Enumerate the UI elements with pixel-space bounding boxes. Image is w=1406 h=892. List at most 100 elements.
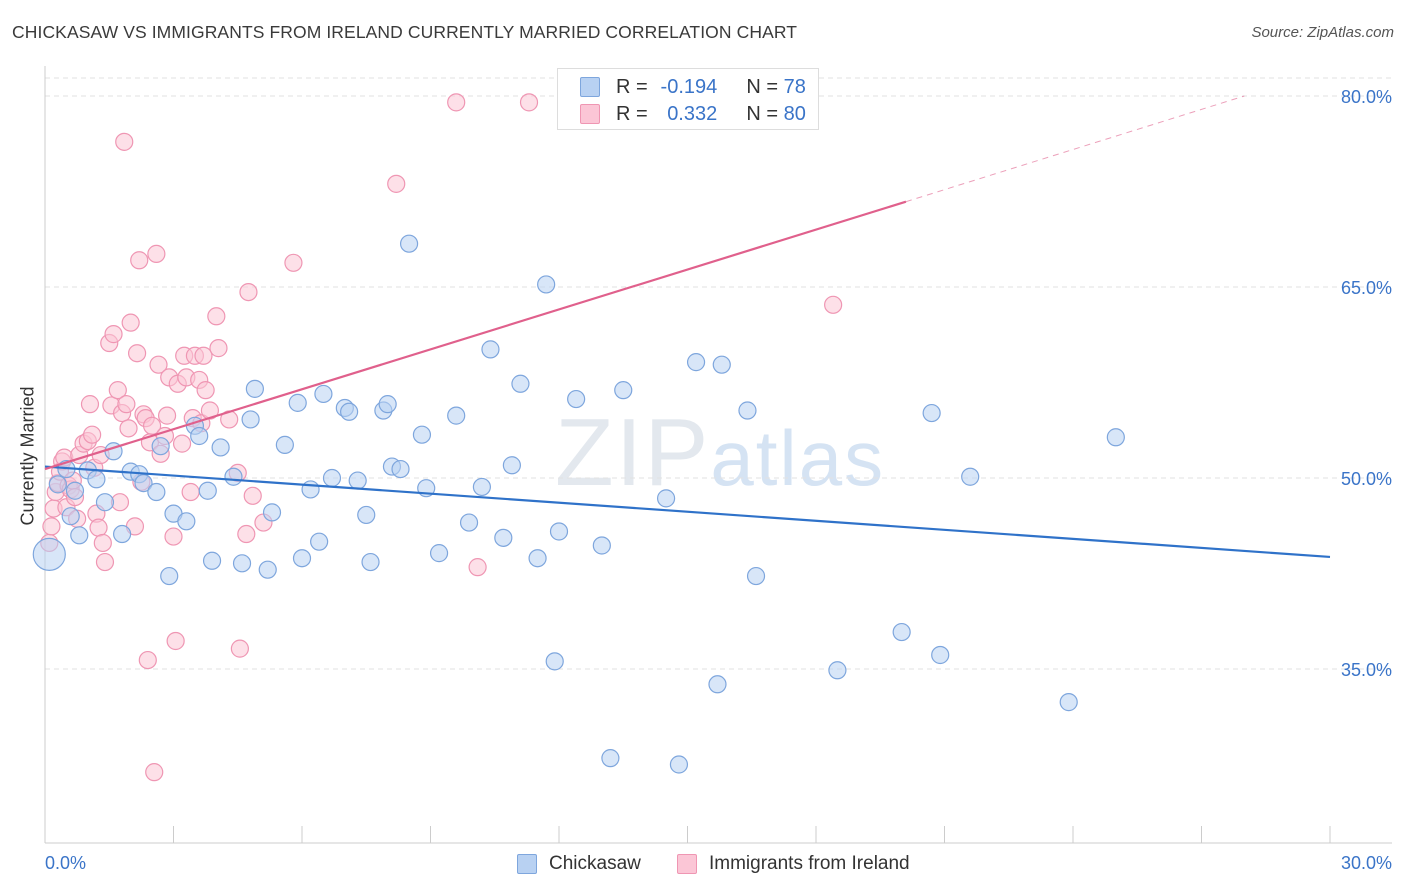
point-chickasaw <box>232 554 252 573</box>
point-ireland <box>119 419 138 438</box>
point-chickasaw <box>686 353 706 372</box>
point-chickasaw <box>412 425 432 444</box>
chart-title: CHICKASAW VS IMMIGRANTS FROM IRELAND CUR… <box>12 22 798 42</box>
point-chickasaw <box>708 675 727 694</box>
trendline-ireland-extension <box>905 95 1245 203</box>
point-ireland <box>108 381 127 400</box>
point-chickasaw <box>892 622 911 642</box>
point-ireland <box>115 132 134 151</box>
point-chickasaw <box>211 438 230 457</box>
point-ireland <box>138 650 157 670</box>
bottom-legend-label-chickasaw: Chickasaw <box>549 853 641 874</box>
point-ireland <box>387 174 406 193</box>
point-chickasaw <box>258 560 277 579</box>
point-chickasaw <box>292 549 312 568</box>
legend-r-value-chickasaw: -0.194 <box>660 75 718 98</box>
point-chickasaw <box>511 374 530 393</box>
point-ireland <box>194 346 213 365</box>
watermark-atlas: atlas <box>710 414 886 502</box>
point-chickasaw <box>65 481 85 500</box>
point-chickasaw <box>348 471 367 490</box>
point-chickasaw <box>314 384 333 404</box>
point-ireland <box>121 313 140 332</box>
point-ireland <box>447 93 466 112</box>
point-chickasaw <box>931 645 950 665</box>
point-ireland <box>89 518 108 537</box>
point-chickasaw <box>656 489 676 508</box>
point-chickasaw <box>481 340 500 359</box>
point-chickasaw <box>241 410 260 429</box>
point-chickasaw <box>545 652 564 671</box>
point-chickasaw <box>1106 428 1125 447</box>
point-ireland <box>127 344 147 363</box>
point-chickasaw <box>549 522 569 541</box>
trendline-chickasaw <box>44 465 1331 559</box>
point-chickasaw <box>399 234 419 253</box>
point-ireland <box>181 482 200 502</box>
point-chickasaw <box>151 437 170 456</box>
point-ireland <box>239 282 258 302</box>
point-chickasaw <box>738 401 757 420</box>
point-ireland <box>145 763 164 782</box>
point-ireland <box>104 325 123 344</box>
legend-n-label: N = <box>746 102 779 125</box>
point-ireland <box>243 486 262 505</box>
x-tick-label-min: 0.0% <box>45 853 86 873</box>
point-chickasaw <box>922 403 941 423</box>
y-axis-label: Currently Married <box>17 386 38 526</box>
bottom-legend-swatch-ireland <box>677 854 697 874</box>
point-ireland <box>196 381 215 400</box>
point-ireland <box>157 406 177 425</box>
point-ireland <box>166 631 185 651</box>
point-chickasaw <box>310 532 329 551</box>
point-chickasaw <box>160 566 179 586</box>
trendline-ireland <box>44 200 907 471</box>
point-chickasaw <box>567 389 586 409</box>
point-chickasaw <box>70 526 89 545</box>
point-ireland <box>519 93 539 112</box>
point-chickasaw <box>177 512 196 531</box>
legend-r-label: R = <box>616 75 648 98</box>
point-ireland <box>164 527 183 546</box>
point-chickasaw <box>459 513 479 532</box>
legend-n-value-chickasaw: 78 <box>783 75 806 98</box>
point-ireland <box>142 416 162 435</box>
point-ireland <box>237 524 256 544</box>
y-tick-label: 35.0% <box>1341 660 1392 680</box>
legend-n-value-ireland: 80 <box>783 102 806 125</box>
point-chickasaw <box>1059 693 1078 712</box>
point-chickasaw <box>112 524 132 544</box>
legend-n-label: N = <box>746 75 779 98</box>
point-chickasaw <box>275 435 294 454</box>
legend-r-label: R = <box>616 102 648 125</box>
bottom-legend-chickasaw: Chickasaw <box>517 852 641 876</box>
bottom-legend-swatch-chickasaw <box>517 854 537 874</box>
point-ireland <box>147 244 166 263</box>
bottom-legend-label-ireland: Immigrants from Ireland <box>709 853 910 874</box>
point-chickasaw <box>614 381 633 400</box>
point-chickasaw <box>669 755 689 774</box>
point-ireland <box>83 425 102 444</box>
point-ireland <box>230 639 249 658</box>
point-chickasaw <box>502 456 521 475</box>
legend-r-value-ireland: 0.332 <box>667 102 718 125</box>
point-chickasaw <box>61 507 80 526</box>
point-ireland <box>468 558 487 577</box>
point-chickasaw <box>288 393 307 412</box>
point-chickasaw <box>378 395 397 414</box>
legend-swatch-ireland <box>580 104 600 124</box>
point-ireland <box>207 307 226 326</box>
point-chickasaw <box>357 505 376 525</box>
point-ireland <box>130 251 149 270</box>
y-tick-label: 65.0% <box>1341 278 1392 298</box>
correlation-legend: R = -0.194 N = 78 R = 0.332 N = 80 <box>557 68 819 130</box>
y-tick-label: 80.0% <box>1341 87 1392 107</box>
point-chickasaw <box>429 544 449 563</box>
watermark-zip: ZIP <box>555 399 711 506</box>
point-chickasaw <box>262 503 282 522</box>
point-chickasaw <box>447 406 466 425</box>
point-chickasaw <box>190 426 209 446</box>
point-chickasaw <box>32 537 66 572</box>
point-chickasaw <box>134 473 153 493</box>
